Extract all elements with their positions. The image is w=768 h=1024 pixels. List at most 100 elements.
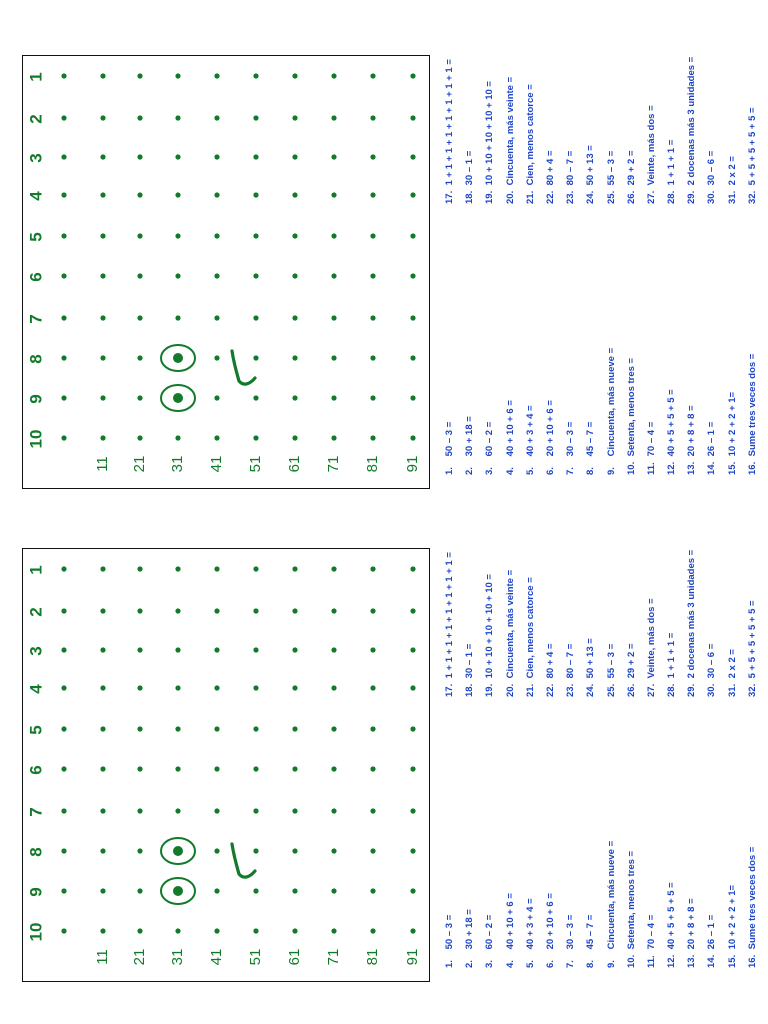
problem-item: 3. 60 – 2 = (480, 348, 500, 475)
grid-dot (331, 73, 337, 79)
grid-dot (175, 273, 181, 279)
problem-text: Sume tres veces dos = (746, 353, 758, 459)
grid-dot (292, 647, 298, 653)
row-number: 31 (169, 949, 186, 966)
problem-number: 10. (625, 954, 637, 968)
problem-number: 28. (666, 683, 678, 697)
grid-dot (175, 808, 181, 814)
problem-column: 17. 1 + 1 + 1 + 1 + 1 + 1 + 1 + 1 = 18. 3… (440, 57, 763, 204)
problem-number: 15. (726, 461, 738, 475)
grid-dot (253, 685, 259, 691)
grid-dot (100, 848, 106, 854)
problem-text: 50 – 3 = (444, 421, 455, 459)
row-number: 51 (247, 456, 264, 473)
problem-item: 22. 80 + 4 = (541, 550, 561, 697)
column-number: 2 (26, 607, 45, 616)
problem-item: 21. Cien, menos catorce = (521, 57, 541, 204)
circle-mark (160, 837, 196, 865)
grid-dot (292, 888, 298, 894)
grid-dot (214, 685, 220, 691)
problem-item: 24. 50 + 13 = (581, 550, 601, 697)
problem-number: 23. (565, 683, 577, 697)
problem-number: 12. (666, 954, 678, 968)
problem-number: 15. (726, 954, 738, 968)
problem-item: 31. 2 x 2 = (723, 550, 743, 697)
grid-dot (137, 608, 143, 614)
grid-dot (292, 154, 298, 160)
grid-dot (253, 355, 259, 361)
problem-item: 26. 29 + 2 = (622, 550, 642, 697)
grid-dot (292, 808, 298, 814)
grid-dot (253, 608, 259, 614)
grid-dot (410, 315, 416, 321)
problem-number: 26. (625, 683, 637, 697)
grid-dot (100, 355, 106, 361)
problem-number: 8. (585, 467, 597, 475)
grid-dot (370, 273, 376, 279)
grid-dot (214, 435, 220, 441)
column-number: 10 (26, 923, 45, 942)
problem-item: 21. Cien, menos catorce = (521, 550, 541, 697)
grid-dot (100, 154, 106, 160)
grid-dot (410, 685, 416, 691)
grid-dot (61, 888, 67, 894)
problem-number: 29. (686, 683, 698, 697)
grid-dot (214, 73, 220, 79)
grid-dot (137, 726, 143, 732)
problem-item: 12. 40 + 5 + 5 + 5 = (662, 348, 682, 475)
grid-dot (410, 355, 416, 361)
dot-grid-bottom: 1 2 3 4 5 6 7 8 9 10 11 21 31 41 51 61 71 81 91 (26, 565, 421, 966)
problem-text: 10 + 2 + 2 + 1= (726, 391, 738, 459)
grid-dot (370, 808, 376, 814)
problem-item: 27. Veinte, más dos = (642, 57, 662, 204)
problem-item: 30. 30 – 6 = (702, 550, 722, 697)
problem-item: 29. 2 docenas más 3 unidades = (682, 550, 702, 697)
grid-dot (100, 685, 106, 691)
grid-dot (331, 608, 337, 614)
problem-text: 30 – 1 = (464, 150, 476, 188)
problem-number: 19. (484, 683, 496, 697)
grid-dot (253, 192, 259, 198)
grid-dot (331, 848, 337, 854)
grid-dot (214, 395, 220, 401)
column-number: 2 (26, 114, 45, 123)
grid-dot (292, 608, 298, 614)
problem-number: 19. (484, 190, 496, 204)
problem-item: 10. Setenta, menos tres = (622, 348, 642, 475)
problem-number: 2. (464, 467, 476, 475)
grid-dot (253, 766, 259, 772)
problem-text: 1 + 1 + 1 = (666, 139, 678, 188)
grid-dot (253, 233, 259, 239)
problem-column: 17. 1 + 1 + 1 + 1 + 1 + 1 + 1 + 1 = 18. 3… (440, 550, 763, 697)
row-number: 91 (404, 949, 421, 966)
problem-number: 26. (625, 190, 637, 204)
problem-number: 5. (524, 467, 536, 475)
grid-dot (61, 355, 67, 361)
grid-dot (370, 192, 376, 198)
grid-dot (410, 647, 416, 653)
problem-number: 21. (524, 190, 536, 204)
column-number: 8 (26, 847, 45, 856)
grid-dot (61, 726, 67, 732)
grid-dot (370, 726, 376, 732)
problem-text: Cincuenta, más nueve = (605, 840, 617, 952)
problem-number: 32. (746, 190, 758, 204)
grid-dot (61, 192, 67, 198)
circle-mark (160, 877, 196, 905)
problem-item: 19. 10 + 10 + 10 + 10 + 10 = (480, 550, 500, 697)
problem-number: 25. (605, 683, 617, 697)
problem-text: 45 – 7 = (585, 914, 597, 952)
problem-number: 30. (706, 683, 718, 697)
problem-item: 6. 20 + 10 + 6 = (541, 841, 561, 968)
grid-dot (175, 192, 181, 198)
grid-dot (137, 888, 143, 894)
grid-dot (61, 848, 67, 854)
grid-dot (137, 647, 143, 653)
grid-dot (331, 685, 337, 691)
grid-dot (214, 848, 220, 854)
grid-dot (370, 355, 376, 361)
grid-dot (137, 115, 143, 121)
problem-text: 40 + 3 + 4 = (524, 405, 536, 459)
problem-text: 30 + 18 = (464, 909, 476, 952)
problem-item: 6. 20 + 10 + 6 = (541, 348, 561, 475)
